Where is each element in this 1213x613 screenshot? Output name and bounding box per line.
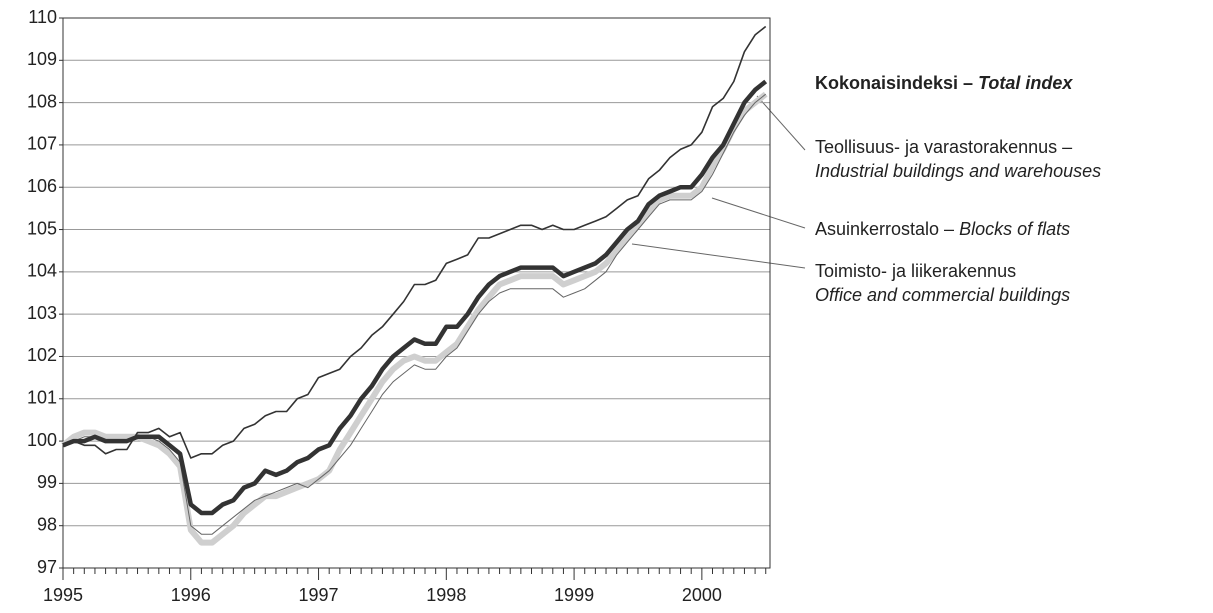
y-tick-label: 101	[27, 388, 57, 408]
x-tick-label: 2000	[682, 585, 722, 605]
series-line	[62, 79, 768, 516]
y-tick-label: 108	[27, 91, 57, 111]
legend-label: Asuinkerrostalo – Blocks of flats	[815, 219, 1070, 239]
x-tick-label: 1998	[426, 585, 466, 605]
y-tick-label: 102	[27, 345, 57, 365]
leader-line	[631, 243, 806, 269]
legend-en: Blocks of flats	[959, 219, 1070, 239]
legend-en: Industrial buildings and warehouses	[815, 161, 1101, 181]
leader-line	[711, 197, 806, 229]
legend: Kokonaisindeksi – Total index Teollisuus…	[631, 73, 1101, 305]
y-tick-label: 104	[27, 261, 57, 281]
series-line	[62, 25, 767, 459]
y-tick-label: 106	[27, 176, 57, 196]
x-tick-label: 1995	[43, 585, 83, 605]
legend-fi: Toimisto- ja liikerakennus	[815, 261, 1016, 281]
y-tick-label: 98	[37, 514, 57, 534]
x-tick-label: 1997	[299, 585, 339, 605]
y-tick-label: 110	[28, 7, 57, 27]
y-tick-label: 100	[27, 430, 57, 450]
y-tick-label: 109	[27, 49, 57, 69]
leader-line	[756, 95, 806, 151]
y-tick-label: 107	[27, 134, 57, 154]
legend-fi: Kokonaisindeksi –	[815, 73, 973, 93]
y-tick-label: 103	[27, 303, 57, 323]
legend-label: Kokonaisindeksi – Total index	[815, 73, 1073, 93]
legend-fi: Teollisuus- ja varastorakennus –	[815, 137, 1072, 157]
legend-fi: Asuinkerrostalo –	[815, 219, 954, 239]
y-tick-label: 105	[27, 218, 57, 238]
plot-frame	[62, 17, 771, 569]
legend-en: Total index	[978, 73, 1073, 93]
x-tick-label: 1996	[171, 585, 211, 605]
legend-en: Office and commercial buildings	[815, 285, 1070, 305]
y-tick-label: 97	[37, 557, 57, 577]
x-tick-label: 1999	[554, 585, 594, 605]
series-line	[61, 91, 768, 546]
y-tick-label: 99	[37, 472, 57, 492]
